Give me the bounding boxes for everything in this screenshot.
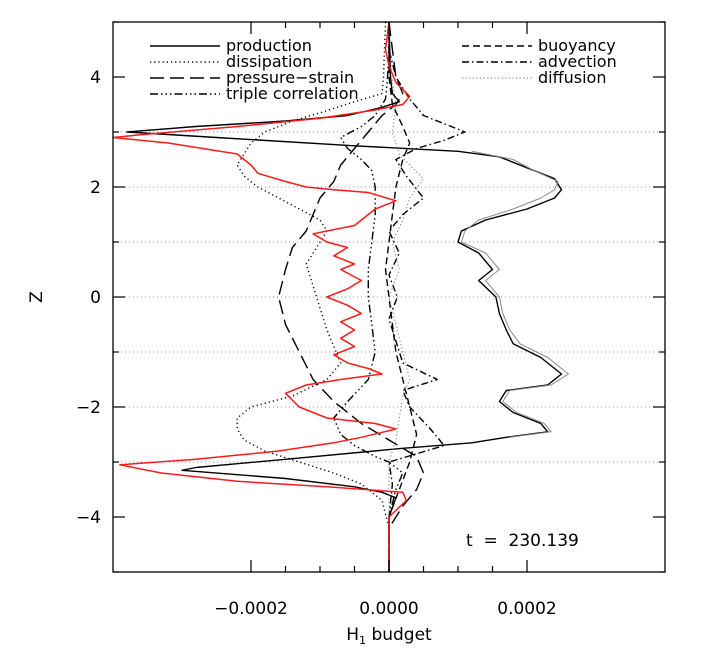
legend-label-left-1: dissipation — [226, 52, 312, 71]
x-axis-label-subscript: 1 — [359, 634, 366, 647]
axis-ticks — [113, 21, 665, 573]
legend-label-left-2: pressure−strain — [226, 68, 354, 87]
legend-label-left-3: triple correlation — [226, 84, 359, 103]
time-annotation: t = 230.139 — [466, 531, 579, 551]
legend-label-right-2: diffusion — [538, 68, 606, 87]
x-tick-label: −0.0002 — [214, 599, 288, 619]
series-group — [112, 21, 569, 572]
y-tick-label: −4 — [76, 508, 101, 528]
series-line-0 — [126, 21, 563, 572]
reference-lines — [113, 131, 665, 463]
y-tick-label: 2 — [90, 178, 101, 198]
series-line-7 — [460, 150, 569, 438]
series-line-4 — [384, 22, 418, 572]
y-tick-label: 0 — [90, 288, 101, 308]
legend: productiondissipationpressure−straintrip… — [150, 36, 617, 103]
series-line-1 — [236, 21, 390, 572]
series-line-6 — [388, 21, 424, 572]
series-line-2 — [277, 21, 425, 572]
series-line-8 — [112, 21, 411, 572]
x-axis-label-suffix: budget — [366, 625, 432, 645]
series-line-5 — [388, 22, 466, 572]
legend-label-right-0: buoyancy — [538, 36, 616, 55]
legend-label-left-0: production — [226, 36, 312, 55]
x-axis-label-main: H — [346, 625, 359, 645]
y-axis-label: Z — [27, 291, 47, 303]
y-tick-label: 4 — [90, 68, 101, 88]
series-line-3 — [333, 22, 404, 572]
y-tick-label: −2 — [76, 398, 101, 418]
x-tick-label: 0.0002 — [497, 599, 556, 619]
legend-label-right-1: advection — [538, 52, 617, 71]
x-axis-label: H1 budget — [346, 625, 432, 647]
axis-tick-labels: −0.0002 0.0000 0.0002 −4 −2 0 2 4 — [76, 68, 557, 619]
x-tick-label: 0.0000 — [359, 599, 418, 619]
